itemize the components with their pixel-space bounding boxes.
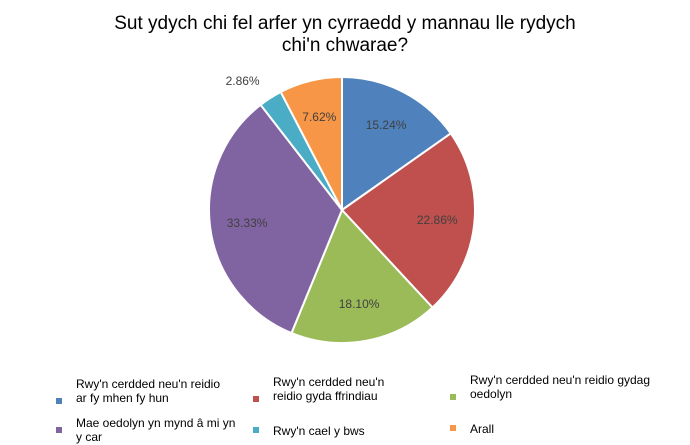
pie-slice-walk-alone xyxy=(341,75,453,212)
slice-value-label-walk-adult: 18.10% xyxy=(339,297,380,311)
pie-slice-walk-friends xyxy=(340,132,476,309)
pie-slice-other xyxy=(279,75,343,211)
pie-slice-walk-adult xyxy=(290,208,434,344)
slice-value-label-walk-friends: 22.86% xyxy=(417,213,458,227)
slice-value-label-bus: 2.86% xyxy=(226,74,260,88)
slice-value-label-other: 7.62% xyxy=(302,110,336,124)
slice-value-label-car: 33.33% xyxy=(227,216,268,230)
pie-slice-car xyxy=(208,103,344,335)
chart-title-line-2: chi'n chwarae? xyxy=(281,35,409,56)
chart-title: Sut ydych chi fel arfer yn cyrraedd y ma… xyxy=(0,13,690,57)
chart-title-line-1: Sut ydych chi fel arfer yn cyrraedd y ma… xyxy=(114,13,576,34)
slice-value-label-walk-alone: 15.24% xyxy=(366,118,407,132)
